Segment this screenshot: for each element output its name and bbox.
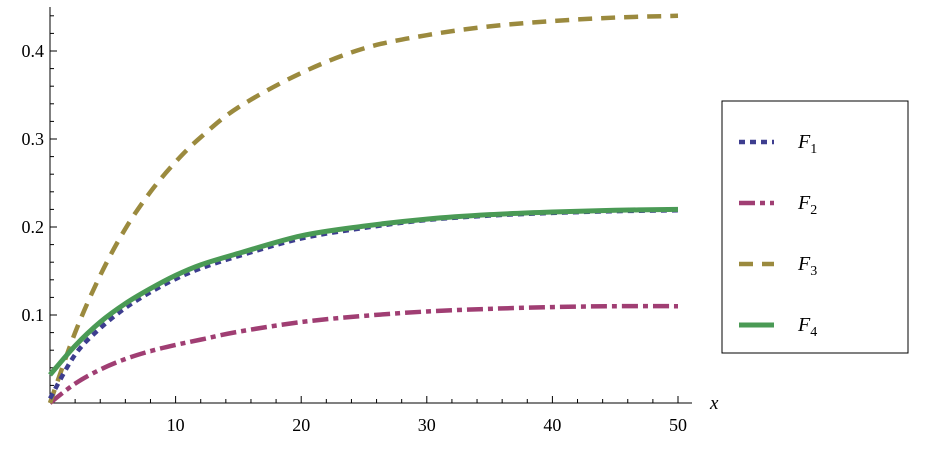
y-tick-label: 0.2: [22, 217, 45, 237]
x-tick-label: 10: [167, 415, 185, 435]
legend-entry-f2: F2: [739, 192, 817, 218]
series-layer: [47, 13, 679, 405]
legend-entry-f4: F4: [739, 314, 817, 340]
x-tick-label: 40: [543, 415, 561, 435]
y-ticks: 0.1 0.2 0.3 0.4: [22, 15, 57, 386]
legend-label: F3: [797, 253, 817, 279]
x-axis-label: x: [709, 393, 719, 414]
legend-items: F1 F2 F3 F4: [739, 131, 817, 340]
legend: F1 F2 F3 F4: [721, 100, 909, 354]
y-tick-label: 0.1: [22, 305, 45, 325]
y-tick-label: 0.4: [22, 41, 45, 61]
series-line-f4: [48, 206, 679, 377]
x-tick-label: 20: [292, 415, 310, 435]
legend-box: [721, 100, 909, 354]
x-tick-label: 30: [418, 415, 436, 435]
series-line-f3: [47, 13, 679, 404]
x-ticks: 10 20 30 40 50: [74, 396, 687, 435]
axes: 10 20 30 40 50 0.1 0.2 0.3 0.4 x: [22, 7, 719, 435]
series-line-f2: [48, 303, 679, 405]
y-tick-label: 0.3: [22, 129, 45, 149]
x-tick-label: 50: [669, 415, 687, 435]
legend-label: F2: [797, 192, 817, 218]
legend-label: F1: [797, 131, 817, 157]
legend-entry-f3: F3: [739, 253, 817, 279]
legend-entry-f1: F1: [739, 131, 817, 157]
legend-label: F4: [797, 314, 817, 340]
